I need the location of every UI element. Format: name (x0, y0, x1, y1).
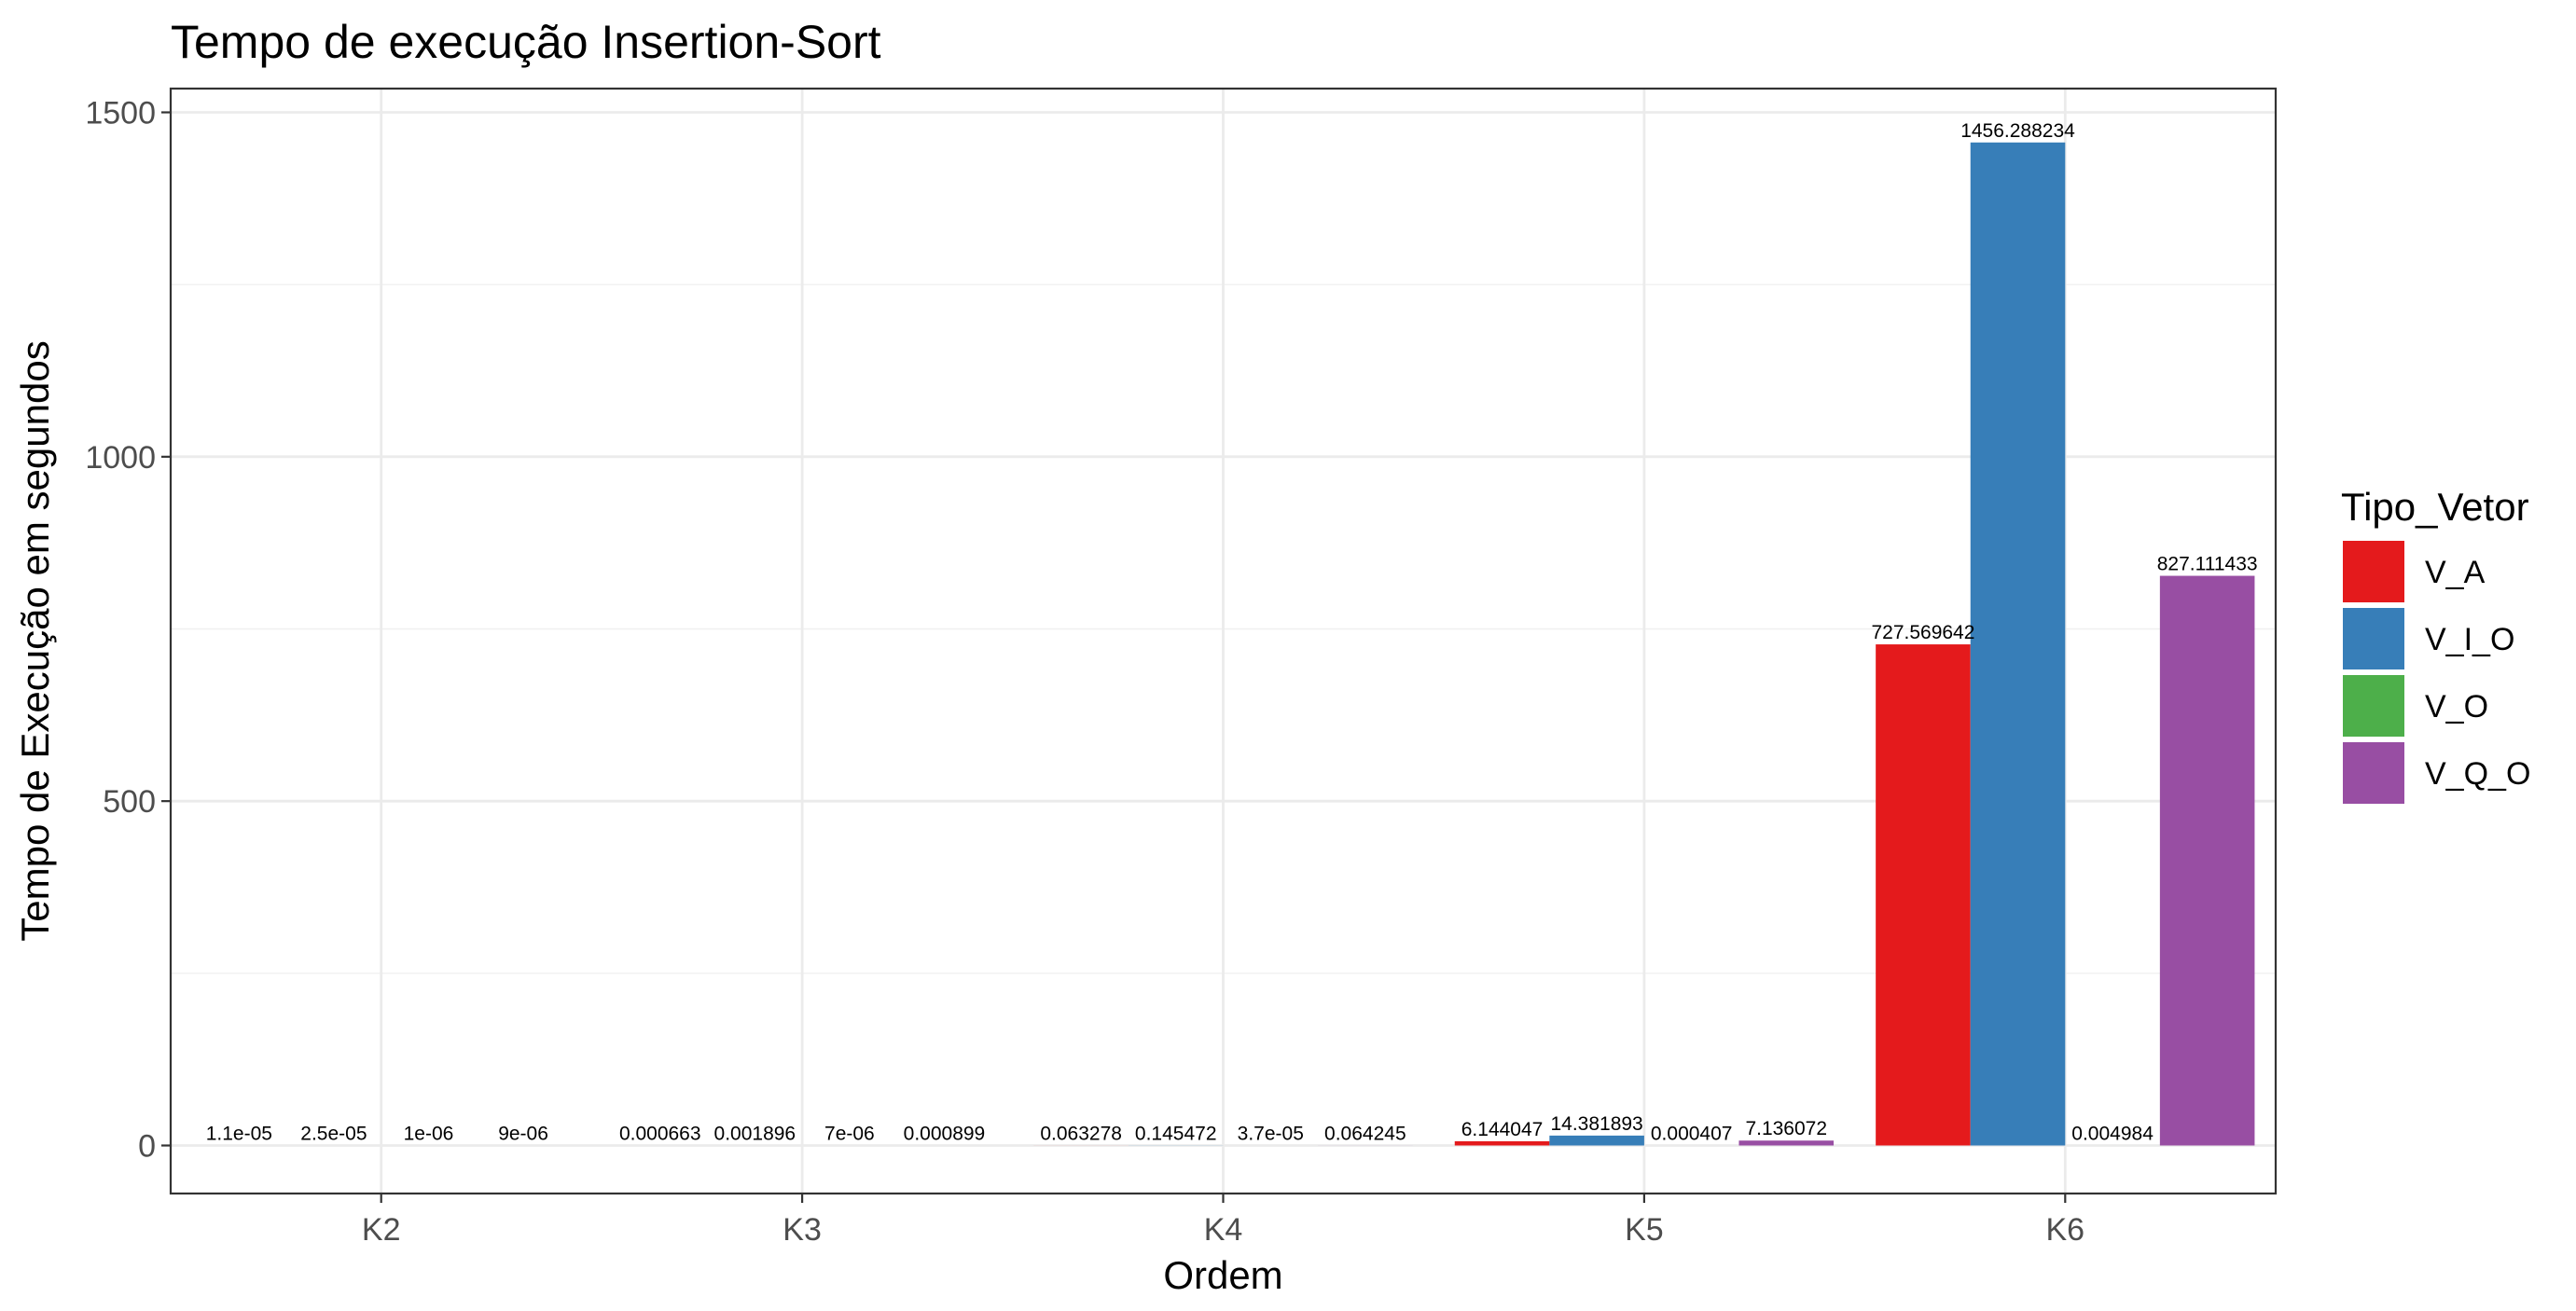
bar-value-label: 14.381893 (1550, 1113, 1642, 1135)
y-axis-title: Tempo de Execução em segundos (13, 340, 57, 941)
bar-value-label: 0.000899 (904, 1123, 986, 1144)
x-tick-label: K2 (362, 1212, 401, 1248)
bar-value-label: 0.064245 (1324, 1123, 1406, 1144)
bar-value-label: 1e-06 (404, 1124, 454, 1145)
bar-value-label: 7.136072 (1745, 1118, 1827, 1139)
bar-value-label: 6.144047 (1461, 1119, 1544, 1140)
bar-value-label: 7e-06 (824, 1124, 875, 1145)
legend-label-V_O: V_O (2425, 689, 2488, 724)
legend-label-V_I_O: V_I_O (2425, 622, 2514, 657)
y-tick-label: 500 (103, 784, 156, 820)
legend-swatch-V_A (2343, 541, 2404, 602)
chart-title: Tempo de execução Insertion-Sort (171, 16, 881, 68)
legend-swatch-V_O (2343, 675, 2404, 737)
bar-V_I_O-K5 (1549, 1135, 1644, 1146)
x-tick-label: K5 (1625, 1212, 1664, 1248)
legend-title: Tipo_Vetor (2341, 485, 2529, 529)
y-tick-label: 1000 (85, 440, 156, 476)
bar-value-label: 0.000407 (1651, 1123, 1733, 1144)
x-tick-label: K6 (2046, 1212, 2085, 1248)
bar-V_A-K6 (1876, 644, 1971, 1146)
bars (612, 142, 2255, 1146)
legend-label-V_Q_O: V_Q_O (2425, 756, 2530, 792)
legend-swatch-V_Q_O (2343, 742, 2404, 804)
axes: 0 500 1000 1500 K2 K3 K4 K5 K6 (85, 96, 2084, 1249)
bar-value-label: 727.569642 (1871, 622, 1974, 643)
y-tick-label: 0 (138, 1129, 156, 1165)
y-tick-label: 1500 (85, 96, 156, 131)
legend-swatch-V_I_O (2343, 608, 2404, 669)
bar-value-label: 0.000663 (619, 1123, 701, 1144)
legend-label-V_A: V_A (2425, 555, 2486, 590)
bar-V_I_O-K6 (1970, 142, 2066, 1146)
bar-value-label: 827.111433 (2157, 554, 2258, 575)
bar-value-label: 1.1e-05 (206, 1124, 272, 1145)
bar-value-label: 0.004984 (2071, 1123, 2154, 1144)
grid-lines (171, 89, 2276, 1194)
legend: Tipo_Vetor V_A V_I_O V_O V_Q_O (2341, 485, 2530, 804)
bar-V_A-K5 (1454, 1140, 1550, 1146)
bar-value-label: 2.5e-05 (300, 1124, 367, 1145)
x-axis-title: Ordem (1163, 1253, 1282, 1297)
bar-value-label: 9e-06 (498, 1124, 548, 1145)
bar-value-label: 0.063278 (1040, 1123, 1122, 1144)
bar-value-label: 0.001896 (714, 1123, 796, 1144)
bar-V_Q_O-K5 (1738, 1140, 1835, 1146)
bar-value-label: 0.145472 (1135, 1123, 1217, 1144)
bar-value-label: 1456.288234 (1960, 120, 2075, 142)
bar-value-labels: 1.1e-05 0.000663 0.063278 6.144047 727.56964… (206, 120, 2258, 1145)
x-tick-label: K3 (782, 1212, 822, 1248)
x-tick-label: K4 (1204, 1212, 1243, 1248)
bar-V_Q_O-K6 (2159, 575, 2255, 1146)
legend-items: V_A V_I_O V_O V_Q_O (2343, 541, 2530, 804)
bar-value-label: 3.7e-05 (1238, 1124, 1304, 1145)
